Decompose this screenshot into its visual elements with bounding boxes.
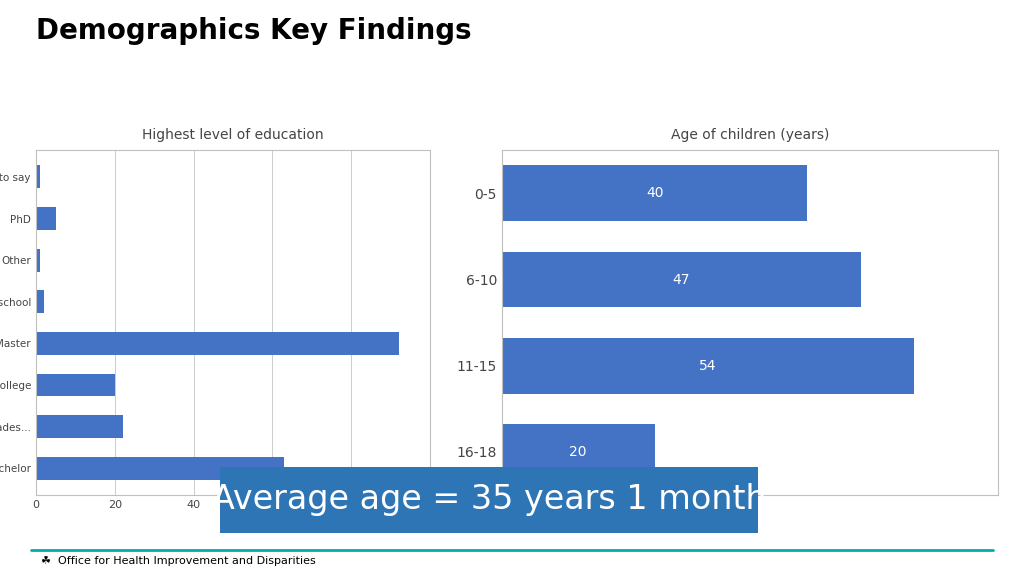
Bar xyxy=(36,332,398,355)
Bar xyxy=(502,338,914,393)
Text: 47: 47 xyxy=(673,272,690,286)
Title: Age of children (years): Age of children (years) xyxy=(671,128,829,142)
Text: 40: 40 xyxy=(646,187,664,200)
Title: Highest level of education: Highest level of education xyxy=(142,128,324,142)
Text: 20: 20 xyxy=(569,445,587,458)
Bar xyxy=(502,165,807,221)
Text: Average age = 35 years 1 month: Average age = 35 years 1 month xyxy=(212,483,766,516)
Bar xyxy=(36,207,55,230)
Bar xyxy=(36,249,40,271)
Bar xyxy=(36,165,40,188)
Text: ☘  Office for Health Improvement and Disparities: ☘ Office for Health Improvement and Disp… xyxy=(41,556,315,566)
Bar xyxy=(502,424,654,480)
Bar xyxy=(502,252,861,308)
Text: Demographics Key Findings: Demographics Key Findings xyxy=(36,17,471,46)
Bar xyxy=(36,374,115,396)
Bar xyxy=(36,457,285,480)
Bar xyxy=(36,290,44,313)
Bar xyxy=(36,415,123,438)
Text: 54: 54 xyxy=(699,359,717,373)
